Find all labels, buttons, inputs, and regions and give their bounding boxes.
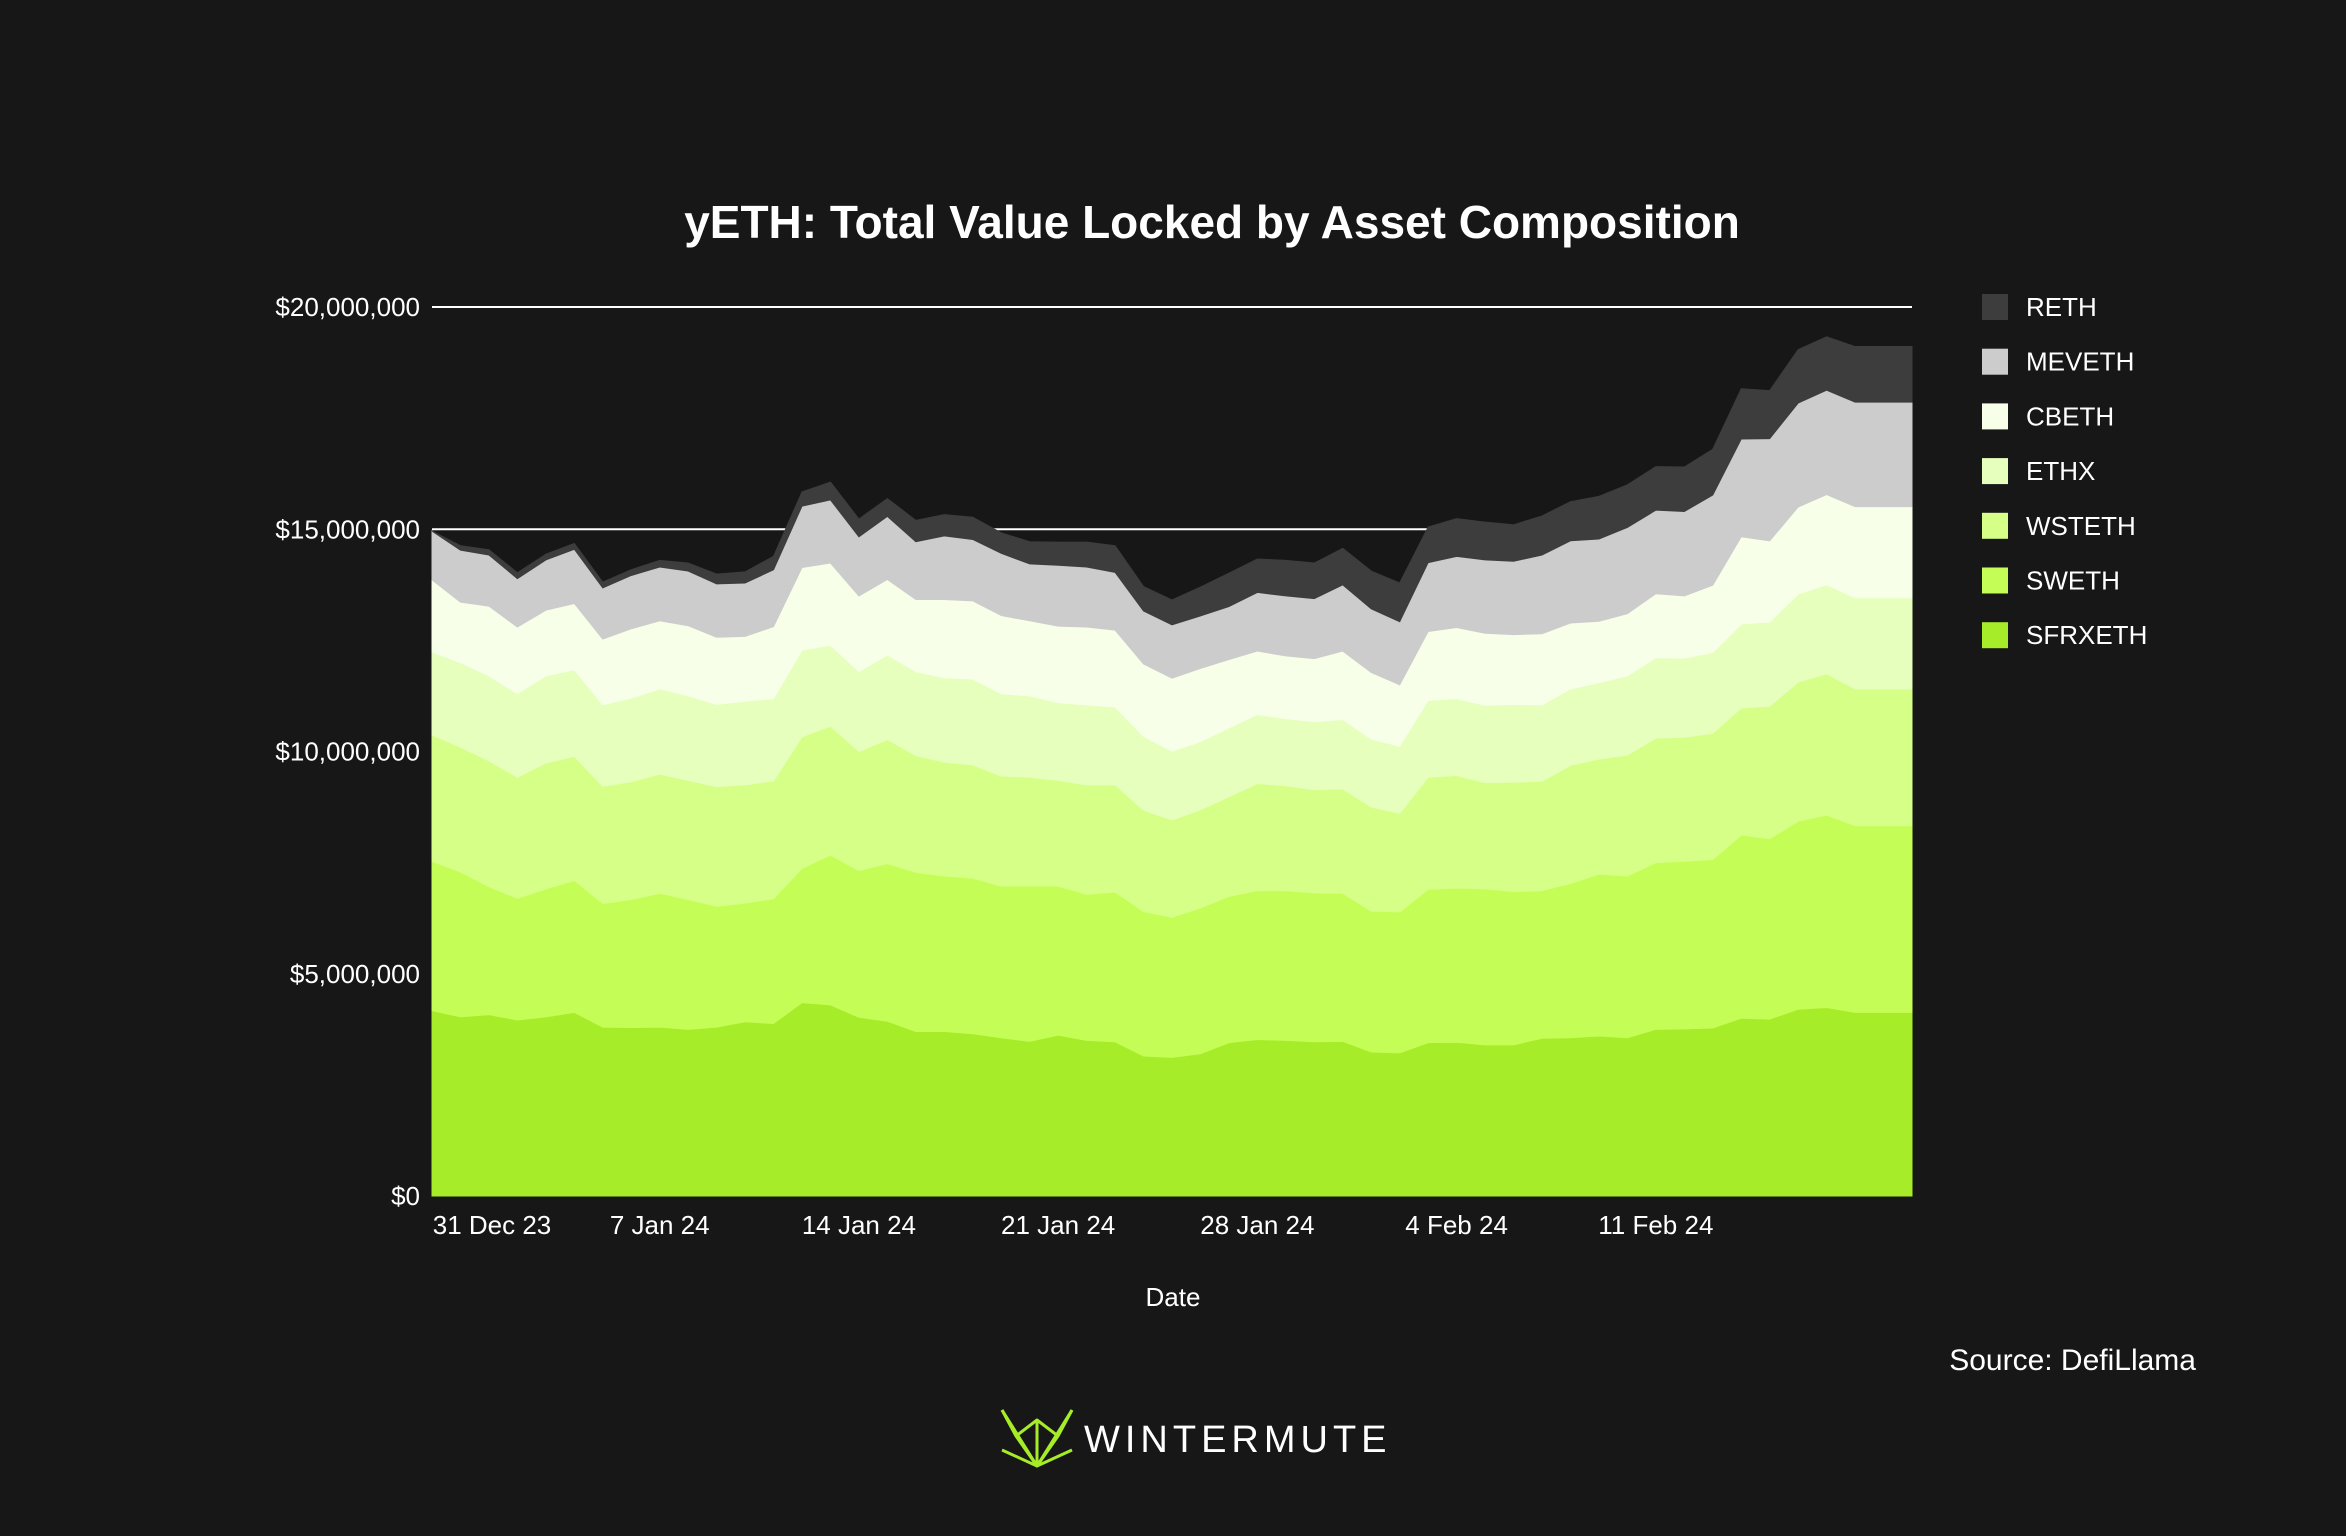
x-tick-label: 11 Feb 24	[1598, 1210, 1713, 1240]
x-tick-label: 21 Jan 24	[1001, 1210, 1115, 1240]
area-reth	[431, 336, 1913, 626]
stacked-areas	[431, 336, 1913, 1197]
x-tick-label: 7 Jan 24	[610, 1210, 710, 1240]
legend-swatch-cbeth	[1982, 403, 2008, 430]
x-tick-label: 4 Feb 24	[1405, 1210, 1508, 1240]
y-axis-ticks: $0 $5,000,000 $10,000,000 $15,000,000 $20,00…	[275, 292, 420, 1211]
source-note: Source: DefiLlama	[1949, 1344, 2196, 1377]
x-axis-ticks: 31 Dec 23 7 Jan 24 14 Jan 24 21 Jan 24 28 Ja…	[433, 1210, 1714, 1240]
legend-label-ethx: ETHX	[2026, 456, 2095, 486]
y-tick-label: $20,000,000	[275, 292, 420, 322]
legend-swatch-ethx	[1982, 458, 2008, 485]
legend-label-reth: RETH	[2026, 292, 2097, 322]
y-tick-label: $15,000,000	[275, 514, 420, 544]
x-tick-label: 14 Jan 24	[802, 1210, 916, 1240]
y-tick-label: $5,000,000	[290, 959, 420, 989]
legend-swatch-wsteth	[1982, 512, 2008, 539]
legend-swatch-meveth	[1982, 348, 2008, 375]
x-tick-label: 31 Dec 23	[433, 1210, 552, 1240]
legend-label-cbeth: CBETH	[2026, 401, 2114, 431]
logo-mark-icon	[1000, 1409, 1074, 1468]
wintermute-logo: WINTERMUTE	[1000, 1409, 1392, 1468]
legend-swatch-reth	[1982, 294, 2008, 320]
y-tick-label: $0	[391, 1181, 420, 1211]
x-tick-label: 28 Jan 24	[1200, 1210, 1314, 1240]
legend-label-sweth: SWETH	[2026, 566, 2120, 596]
x-axis-label: Date	[1146, 1282, 1201, 1312]
y-tick-label: $10,000,000	[275, 737, 420, 767]
legend: RETH MEVETH CBETH ETHX WSTETH SWETH SFRXETH	[1982, 292, 2147, 650]
legend-label-sfrxeth: SFRXETH	[2026, 620, 2147, 650]
legend-label-wsteth: WSTETH	[2026, 511, 2136, 541]
chart-title: yETH: Total Value Locked by Asset Compos…	[684, 196, 1740, 248]
legend-swatch-sfrxeth	[1982, 622, 2008, 649]
legend-swatch-sweth	[1982, 567, 2008, 594]
legend-label-meveth: MEVETH	[2026, 347, 2134, 377]
brand-name: WINTERMUTE	[1084, 1419, 1392, 1461]
